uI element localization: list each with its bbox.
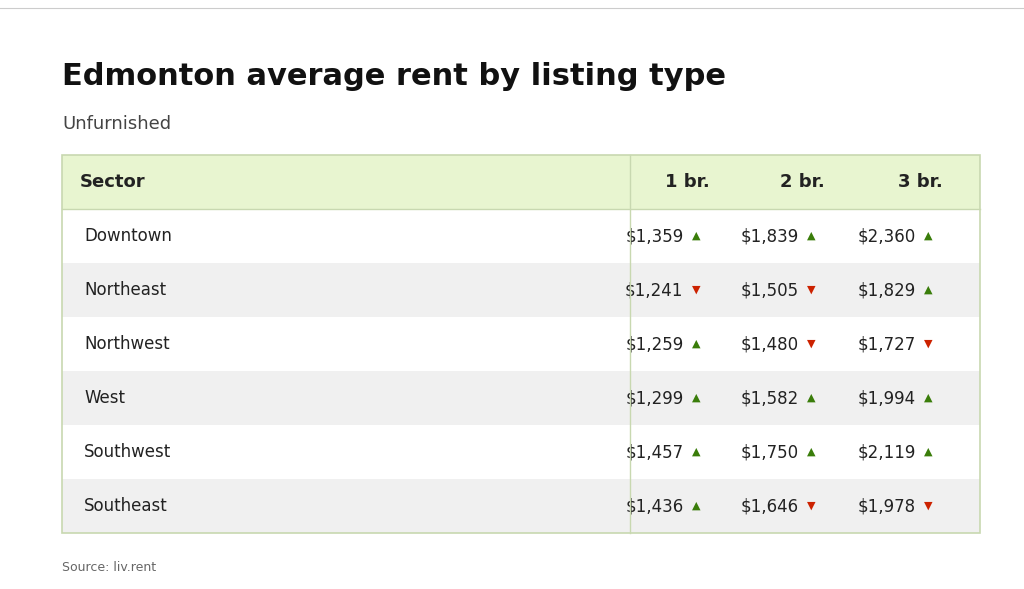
Text: $2,360: $2,360 — [858, 227, 916, 245]
Text: Southwest: Southwest — [84, 443, 171, 461]
Text: $1,829: $1,829 — [858, 281, 916, 299]
Text: $1,978: $1,978 — [858, 497, 916, 515]
Text: ▲: ▲ — [807, 447, 815, 457]
Text: ▲: ▲ — [807, 231, 815, 241]
Text: ▼: ▼ — [924, 501, 933, 511]
Text: ▼: ▼ — [807, 285, 815, 295]
Text: ▲: ▲ — [691, 501, 700, 511]
Text: $1,480: $1,480 — [740, 335, 799, 353]
Text: Source: liv.rent: Source: liv.rent — [62, 561, 156, 574]
Text: ▲: ▲ — [807, 393, 815, 403]
Text: ▲: ▲ — [691, 393, 700, 403]
Text: Edmonton average rent by listing type: Edmonton average rent by listing type — [62, 62, 726, 91]
Text: ▲: ▲ — [691, 447, 700, 457]
Bar — [62, 371, 980, 425]
Text: ▼: ▼ — [807, 339, 815, 349]
Text: $1,750: $1,750 — [740, 443, 799, 461]
Text: $1,436: $1,436 — [626, 497, 683, 515]
Bar — [62, 479, 980, 533]
Text: Northeast: Northeast — [84, 281, 166, 299]
Text: $1,299: $1,299 — [626, 389, 683, 407]
Text: ▼: ▼ — [807, 501, 815, 511]
Text: Sector: Sector — [80, 173, 145, 191]
Text: $1,994: $1,994 — [858, 389, 916, 407]
Text: ▼: ▼ — [691, 285, 700, 295]
Bar — [62, 317, 980, 371]
Text: ▲: ▲ — [924, 285, 933, 295]
Bar — [62, 155, 980, 533]
Text: $1,241: $1,241 — [625, 281, 683, 299]
Text: ▲: ▲ — [924, 393, 933, 403]
Text: West: West — [84, 389, 125, 407]
Text: Northwest: Northwest — [84, 335, 170, 353]
Text: $1,259: $1,259 — [626, 335, 683, 353]
Text: ▲: ▲ — [924, 231, 933, 241]
Bar — [62, 425, 980, 479]
Text: $1,359: $1,359 — [626, 227, 683, 245]
Text: ▲: ▲ — [691, 231, 700, 241]
Text: Unfurnished: Unfurnished — [62, 115, 171, 133]
Text: Southeast: Southeast — [84, 497, 168, 515]
Text: $1,505: $1,505 — [740, 281, 799, 299]
Text: ▲: ▲ — [691, 339, 700, 349]
Bar — [62, 155, 980, 209]
Text: 1 br.: 1 br. — [666, 173, 710, 191]
Text: 2 br.: 2 br. — [780, 173, 825, 191]
Bar — [62, 263, 980, 317]
Bar — [62, 209, 980, 263]
Text: $1,839: $1,839 — [740, 227, 799, 245]
Text: ▼: ▼ — [924, 339, 933, 349]
Text: 3 br.: 3 br. — [898, 173, 942, 191]
Text: ▲: ▲ — [924, 447, 933, 457]
Text: $2,119: $2,119 — [858, 443, 916, 461]
Text: $1,457: $1,457 — [626, 443, 683, 461]
Text: $1,646: $1,646 — [740, 497, 799, 515]
Text: $1,582: $1,582 — [740, 389, 799, 407]
Text: $1,727: $1,727 — [858, 335, 916, 353]
Text: Downtown: Downtown — [84, 227, 172, 245]
